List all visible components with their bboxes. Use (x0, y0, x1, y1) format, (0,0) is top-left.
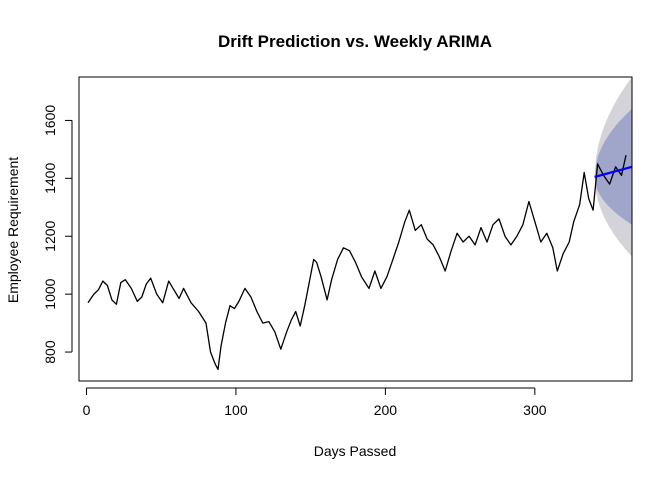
observed-series-line (87, 155, 627, 371)
y-tick-label: 800 (42, 340, 58, 364)
x-tick-label: 300 (523, 402, 547, 418)
x-axis-label: Days Passed (314, 443, 396, 459)
chart-title: Drift Prediction vs. Weekly ARIMA (218, 32, 492, 51)
y-tick-label: 1000 (42, 278, 58, 309)
y-axis: 800 1000 1200 1400 1600 (42, 105, 73, 364)
y-tick-label: 1600 (42, 105, 58, 136)
y-axis-label: Employee Requirement (5, 157, 21, 303)
y-tick-label: 1400 (42, 163, 58, 194)
x-axis: 0 100 200 300 (83, 387, 547, 418)
x-tick-label: 100 (224, 402, 248, 418)
forecast-line (594, 165, 633, 178)
y-tick-label: 1200 (42, 220, 58, 251)
x-tick-label: 200 (374, 402, 398, 418)
plot-frame (78, 76, 633, 382)
confidence-band-80 (594, 108, 632, 225)
plot-area (78, 76, 633, 382)
x-tick-label: 0 (83, 402, 91, 418)
